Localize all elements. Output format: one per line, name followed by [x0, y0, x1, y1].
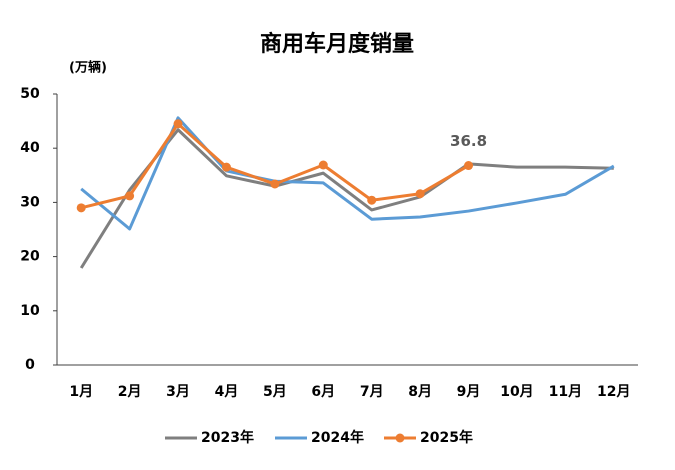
legend-label: 2023年: [201, 429, 254, 446]
point: [270, 179, 280, 189]
x-tick-label: 1月: [69, 384, 93, 400]
y-tick-label: 50: [20, 86, 40, 102]
point: [415, 189, 425, 199]
y-axis-label: (万辆): [69, 60, 107, 76]
x-tick-label: 7月: [360, 384, 384, 400]
point: [173, 119, 183, 129]
point: [464, 161, 474, 171]
value-label: 36.8: [450, 132, 487, 150]
x-tick-label: 10月: [500, 384, 533, 400]
chart-title: 商用车月度销量: [260, 31, 414, 57]
x-tick-label: 5月: [263, 384, 287, 400]
point: [125, 191, 135, 201]
legend-marker: [395, 433, 405, 443]
x-tick-label: 2月: [118, 384, 142, 400]
x-tick-label: 3月: [166, 384, 190, 400]
x-tick-label: 12月: [597, 384, 630, 400]
y-tick-label: 30: [20, 194, 40, 210]
x-tick-label: 6月: [311, 384, 335, 400]
point: [76, 203, 86, 213]
y-tick-label: 10: [20, 303, 40, 319]
x-tick-label: 9月: [457, 384, 481, 400]
legend-label: 2025年: [420, 429, 473, 446]
x-tick-label: 11月: [549, 384, 582, 400]
y-tick-label: 40: [20, 140, 40, 156]
point: [318, 160, 328, 170]
point: [367, 195, 377, 205]
point: [221, 162, 231, 172]
x-tick-label: 4月: [215, 384, 239, 400]
x-tick-label: 8月: [408, 384, 432, 400]
y-tick-label: 20: [20, 249, 40, 265]
y-tick-label: 0: [25, 357, 35, 373]
legend-label: 2024年: [311, 429, 364, 446]
